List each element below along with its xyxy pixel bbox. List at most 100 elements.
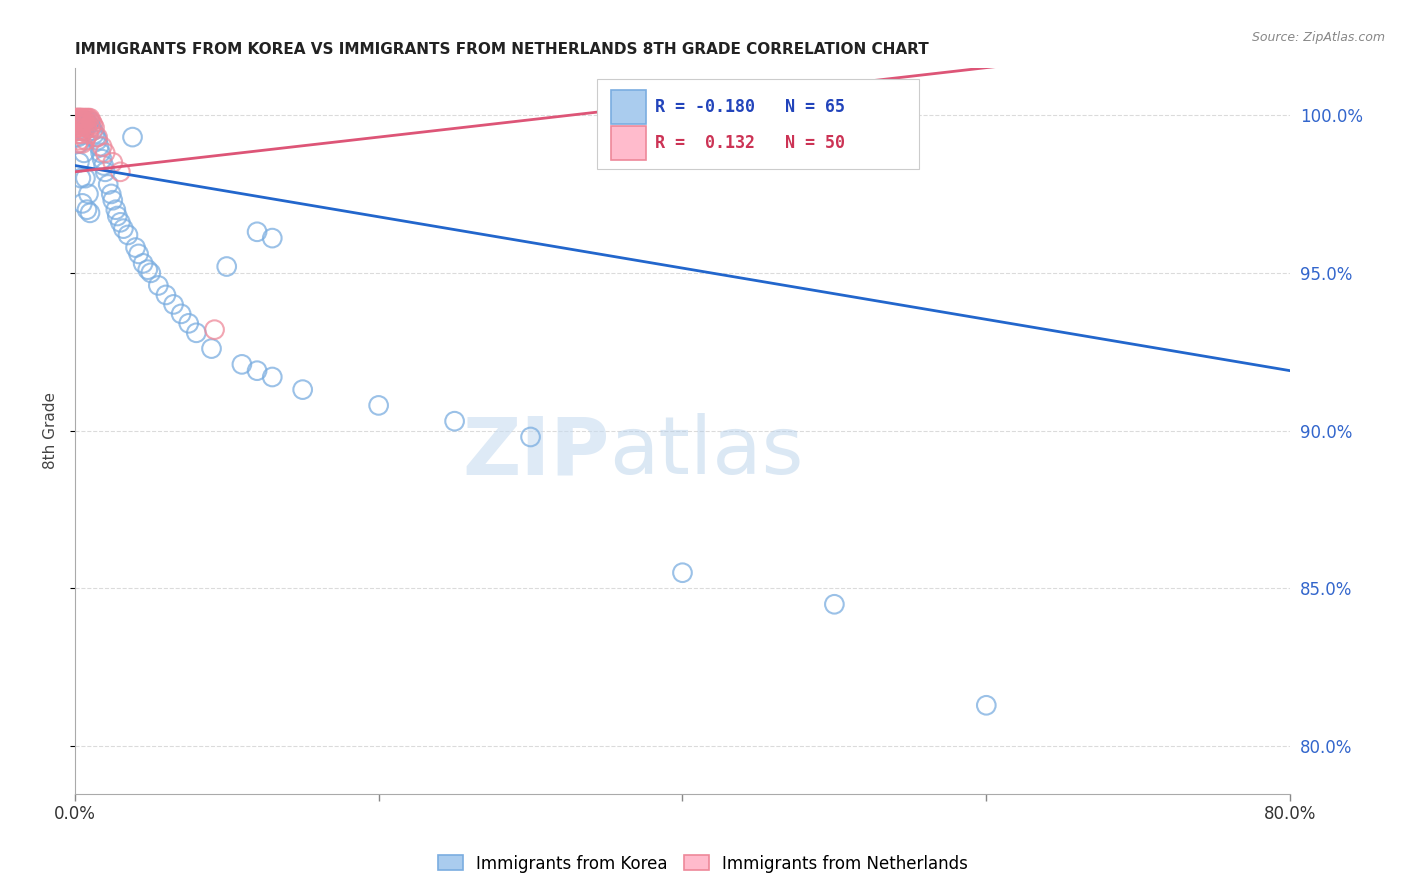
Point — [101, 193, 124, 207]
Point — [136, 262, 159, 277]
Point — [170, 307, 193, 321]
Point — [110, 215, 132, 229]
Point — [231, 357, 253, 371]
Point — [367, 398, 389, 412]
Point — [200, 342, 222, 356]
Point — [67, 136, 90, 151]
Point — [132, 256, 155, 270]
Point — [66, 124, 89, 138]
Point — [67, 111, 90, 125]
Text: ZIP: ZIP — [463, 414, 610, 491]
Point — [110, 165, 132, 179]
Point — [75, 171, 97, 186]
Point — [823, 597, 845, 611]
Point — [671, 566, 693, 580]
Point — [90, 145, 112, 160]
Point — [112, 221, 135, 235]
Text: IMMIGRANTS FROM KOREA VS IMMIGRANTS FROM NETHERLANDS 8TH GRADE CORRELATION CHART: IMMIGRANTS FROM KOREA VS IMMIGRANTS FROM… — [75, 42, 928, 57]
Text: R = -0.180   N = 65: R = -0.180 N = 65 — [655, 98, 845, 116]
Point — [70, 127, 93, 141]
Point — [83, 127, 105, 141]
Point — [76, 120, 98, 135]
Point — [291, 383, 314, 397]
Point — [72, 114, 94, 128]
Point — [70, 118, 93, 132]
Point — [76, 111, 98, 125]
Point — [72, 196, 94, 211]
Point — [66, 136, 89, 151]
Point — [162, 297, 184, 311]
Point — [262, 370, 284, 384]
Point — [67, 155, 90, 169]
Point — [94, 145, 117, 160]
Point — [65, 120, 87, 135]
Point — [105, 209, 128, 223]
Point — [246, 225, 269, 239]
Point — [215, 260, 238, 274]
Point — [72, 124, 94, 138]
Point — [66, 127, 89, 141]
Point — [70, 111, 93, 125]
Point — [100, 186, 122, 201]
Point — [155, 288, 177, 302]
Point — [80, 114, 103, 128]
Point — [72, 118, 94, 132]
Point — [121, 130, 143, 145]
Point — [66, 111, 89, 125]
Point — [66, 130, 89, 145]
Point — [66, 111, 89, 125]
Point — [75, 118, 97, 132]
Point — [91, 152, 114, 166]
Point — [246, 364, 269, 378]
Point — [72, 114, 94, 128]
Point — [97, 178, 120, 192]
Point — [66, 114, 89, 128]
Point — [84, 130, 107, 145]
Point — [79, 111, 101, 125]
Point — [75, 114, 97, 128]
Point — [104, 202, 127, 217]
Point — [67, 118, 90, 132]
Point — [86, 130, 108, 145]
Point — [65, 111, 87, 125]
Point — [443, 414, 465, 428]
Point — [77, 118, 100, 132]
Point — [87, 139, 110, 153]
Point — [101, 155, 124, 169]
Text: Source: ZipAtlas.com: Source: ZipAtlas.com — [1251, 31, 1385, 45]
Point — [128, 247, 150, 261]
FancyBboxPatch shape — [610, 127, 645, 160]
Point — [93, 159, 115, 173]
Point — [204, 323, 226, 337]
Point — [67, 120, 90, 135]
Point — [73, 145, 96, 160]
Point — [70, 118, 93, 132]
Point — [72, 111, 94, 125]
Point — [186, 326, 208, 340]
Point — [177, 316, 200, 330]
Text: atlas: atlas — [610, 414, 804, 491]
Legend: Immigrants from Korea, Immigrants from Netherlands: Immigrants from Korea, Immigrants from N… — [432, 848, 974, 880]
Point — [73, 124, 96, 138]
Point — [66, 120, 89, 135]
Point — [117, 227, 139, 242]
Point — [262, 231, 284, 245]
Point — [86, 133, 108, 147]
Point — [75, 111, 97, 125]
Y-axis label: 8th Grade: 8th Grade — [44, 392, 58, 469]
Point — [70, 171, 93, 186]
Point — [77, 111, 100, 125]
Point — [82, 118, 104, 132]
Point — [77, 186, 100, 201]
Point — [76, 114, 98, 128]
Point — [65, 111, 87, 125]
Point — [94, 165, 117, 179]
Point — [65, 118, 87, 132]
Point — [79, 114, 101, 128]
Point — [80, 120, 103, 135]
Point — [70, 111, 93, 125]
Point — [67, 124, 90, 138]
Point — [976, 698, 998, 713]
Point — [148, 278, 170, 293]
Point — [73, 114, 96, 128]
